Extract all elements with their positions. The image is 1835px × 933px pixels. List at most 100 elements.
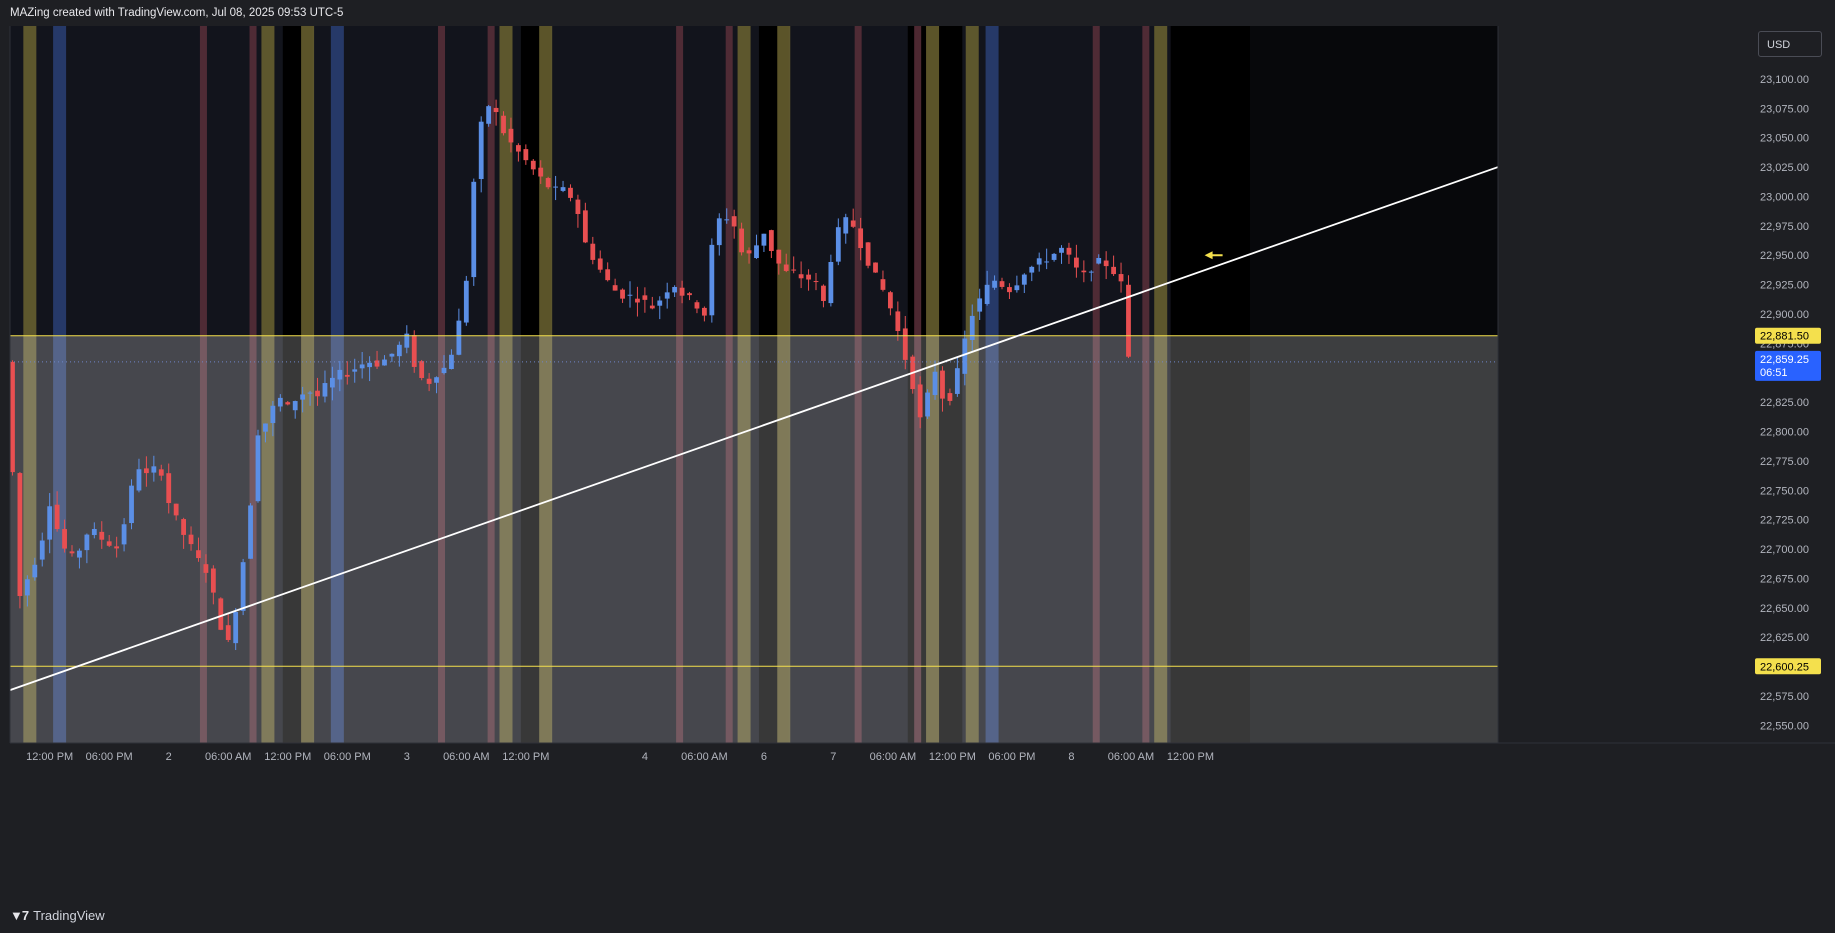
y-tick-label: 22,650.00 [1760, 603, 1809, 615]
candle-body [575, 199, 581, 214]
candle-body [664, 292, 670, 299]
candle-body [843, 217, 849, 234]
session-band [23, 26, 37, 743]
countdown-label: 06:51 [1760, 367, 1788, 379]
level-label-box [1755, 658, 1821, 675]
candle-body [1066, 247, 1072, 255]
candle-body [248, 505, 253, 559]
candle-body [69, 551, 75, 554]
x-tick-label: 06:00 PM [324, 751, 371, 763]
candle-body [612, 285, 618, 291]
candle-body [493, 107, 499, 113]
candle-body [582, 210, 588, 243]
candle-body [545, 178, 551, 188]
candle-body [530, 160, 536, 170]
candle-body [709, 244, 715, 316]
session-band [965, 26, 979, 743]
candle-body [1103, 260, 1109, 267]
candle-body [39, 540, 45, 560]
tradingview-logo-icon: ▼7 [10, 908, 29, 923]
candle-body [947, 393, 953, 401]
candle-body [821, 285, 826, 301]
candle-body [754, 245, 759, 259]
session-band [1092, 26, 1100, 743]
candle-body [1088, 271, 1094, 273]
session-band [926, 26, 940, 743]
candle-body [210, 568, 216, 593]
candle-body [203, 564, 209, 573]
y-tick-label: 22,675.00 [1760, 573, 1809, 585]
candle-body [456, 320, 462, 355]
x-tick-label: 06:00 AM [870, 751, 916, 763]
session-band [725, 26, 733, 743]
background-gap [1175, 26, 1498, 743]
trend-line [9, 166, 1499, 691]
x-tick-label: 06:00 AM [1108, 751, 1154, 763]
price-chart[interactable]: 23,125.0023,100.0023,075.0023,050.0023,0… [0, 0, 1835, 900]
candle-body [315, 390, 320, 397]
candle-body [917, 384, 923, 418]
currency-button[interactable]: USD [1758, 31, 1822, 57]
candle-body [47, 506, 53, 540]
last-price-box [1755, 350, 1821, 381]
y-tick-label: 22,700.00 [1760, 544, 1809, 556]
candle-body [1036, 258, 1042, 265]
session-band [676, 26, 684, 743]
x-tick-label: 8 [1068, 751, 1074, 763]
candle-body [888, 292, 893, 309]
x-tick-label: 12:00 PM [264, 751, 311, 763]
candle-body [478, 121, 484, 180]
y-tick-label: 23,050.00 [1760, 133, 1809, 145]
candle-body [932, 371, 938, 396]
candle-body [553, 186, 558, 188]
candle-body [746, 250, 752, 254]
session-band [1154, 26, 1168, 743]
session-band [737, 26, 751, 743]
candle-body [322, 383, 328, 397]
brand[interactable]: ▼7 TradingView [10, 908, 105, 923]
candle-body [798, 274, 804, 279]
level-label-box [1755, 327, 1821, 344]
x-tick-label: 06:00 PM [988, 751, 1035, 763]
candle-body [1021, 274, 1027, 285]
candle-body [292, 401, 298, 411]
y-tick-label: 22,975.00 [1760, 221, 1809, 233]
session-band [499, 26, 513, 743]
x-tick-label: 6 [761, 751, 767, 763]
attribution-text: MAZing created with TradingView.com, Jul… [10, 7, 344, 19]
session-band [53, 26, 67, 743]
candle-body [144, 468, 149, 474]
candle-body [679, 287, 685, 296]
candle-body [463, 280, 469, 323]
candle-body [471, 181, 477, 278]
candle-body [10, 361, 15, 473]
candle-body [91, 528, 97, 536]
y-tick-label: 23,025.00 [1760, 162, 1809, 174]
candle-body [1074, 257, 1079, 268]
candle-body [218, 598, 224, 630]
candle-body [255, 435, 261, 502]
y-tick-label: 23,000.00 [1760, 191, 1809, 203]
candle-body [873, 262, 878, 273]
session-band [330, 26, 344, 743]
candle-body [300, 394, 306, 400]
candle-body [605, 269, 611, 281]
session-band [438, 26, 446, 743]
y-tick-label: 22,925.00 [1760, 280, 1809, 292]
candle-body [188, 534, 194, 545]
candle-body [768, 230, 774, 252]
candle-body [411, 335, 417, 367]
candle-body [240, 562, 246, 611]
y-tick-label: 22,750.00 [1760, 485, 1809, 497]
candle-body [337, 369, 343, 380]
candle-body [590, 243, 596, 260]
candle-body [1044, 261, 1050, 263]
candle-body [962, 338, 968, 374]
x-tick-label: 2 [166, 751, 172, 763]
candle-body [1126, 284, 1131, 357]
candle-body [992, 280, 997, 288]
candle-body [270, 405, 276, 424]
candle-body [434, 377, 439, 383]
y-tick-label: 22,625.00 [1760, 632, 1809, 644]
x-tick-label: 06:00 AM [443, 751, 489, 763]
